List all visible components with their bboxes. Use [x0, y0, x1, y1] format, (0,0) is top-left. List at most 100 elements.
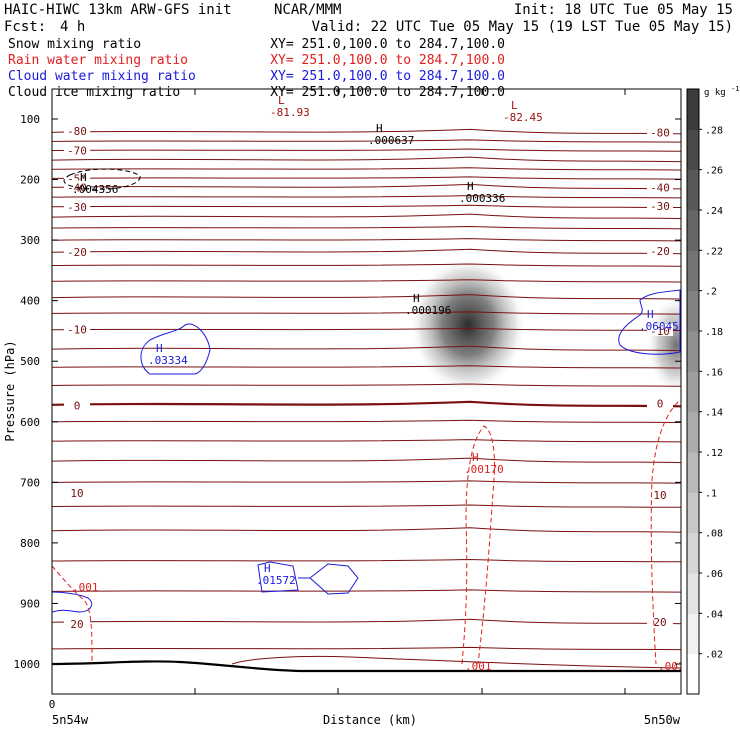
- distance-axis: 0 5n54w 5n50w Distance (km): [49, 89, 681, 727]
- colorbar-swatch: [687, 210, 699, 251]
- isotherm-line: [52, 139, 681, 143]
- extremum-mark: L: [511, 99, 518, 112]
- rain-contour-1: [461, 425, 495, 665]
- cloud-water-contour-3: [257, 561, 359, 595]
- y-tick-label: 200: [20, 174, 40, 187]
- temp-label-bg: [64, 199, 90, 212]
- colorbar-swatch: [687, 169, 699, 211]
- colorbar-swatch: [687, 331, 699, 372]
- colorbar-tick-label: .18: [705, 327, 723, 338]
- colorbar-swatch: [687, 129, 699, 171]
- colorbar-tick-label: .28: [705, 125, 723, 136]
- isotherm-line: [52, 156, 681, 163]
- x-end-label-left: 5n54w: [52, 713, 89, 727]
- isotherm-line: [52, 176, 681, 180]
- temp-label-bg: [647, 488, 673, 501]
- isotherm-line: [52, 527, 681, 533]
- extremum-mark: H: [647, 308, 654, 321]
- temp-label: 10: [70, 487, 83, 500]
- freezing-level-line: [52, 400, 681, 408]
- temp-label-bg: [647, 125, 673, 138]
- isotherm-line: [52, 646, 681, 651]
- isotherm-line: [52, 419, 681, 424]
- y-tick-label: 900: [20, 597, 40, 610]
- terrain-inner: [231, 655, 681, 669]
- plot-frame: [51, 88, 682, 695]
- extremum-value: -81.93: [270, 106, 310, 119]
- cloud-water-contour-4: [52, 591, 93, 613]
- temp-label: -30: [67, 201, 87, 214]
- extremum-mark: H: [80, 171, 87, 184]
- colorbar-tick-label: .1: [705, 488, 717, 499]
- temp-label: -80: [67, 125, 87, 138]
- extremum-value: .001: [465, 660, 492, 673]
- temp-label: 0: [657, 398, 664, 411]
- temp-label-bg: [647, 323, 673, 336]
- y-tick-label: 1000: [14, 658, 41, 671]
- colorbar-unit: g kg -1: [704, 85, 740, 98]
- colorbar-swatch: [687, 371, 699, 413]
- isotherm-line: [52, 311, 681, 315]
- temp-label: -80: [650, 126, 670, 139]
- colorbar: .02 .04 .06 .08 .1 .12 .14 .16 .18 .2 .22 .24 .26 .28…: [686, 85, 740, 695]
- cloud-water-contour-1: [140, 323, 211, 375]
- temp-label-bg: [647, 244, 673, 257]
- temp-label: 0: [74, 399, 81, 412]
- colorbar-swatch: [687, 250, 699, 292]
- x-axis-label: Distance (km): [323, 713, 417, 727]
- extremum-mark: H: [264, 562, 271, 575]
- extremum-mark: H: [472, 451, 479, 464]
- y-tick-label: 400: [20, 295, 40, 308]
- extremum-value: .000196: [405, 304, 451, 317]
- y-tick-label: 600: [20, 416, 40, 429]
- isotherm-line: [52, 618, 681, 625]
- field-xy: XY= 251.0,100.0 to 284.7,100.0: [270, 53, 505, 68]
- rain-contour-2: [650, 401, 679, 665]
- temp-label-bg: [64, 322, 90, 335]
- colorbar-tick-label: .14: [705, 408, 723, 419]
- colorbar-swatch: [687, 532, 699, 574]
- field-name: Rain water mixing ratio: [8, 53, 188, 68]
- header-model: HAIC-HIWC 13km ARW-GFS init: [4, 2, 232, 18]
- isotherm-line: [52, 248, 681, 255]
- field-name: Cloud ice mixing ratio: [8, 85, 180, 100]
- isotherm-line: [52, 225, 681, 230]
- colorbar-tick-label: .24: [705, 206, 723, 217]
- extremum-mark: H: [413, 292, 420, 305]
- colorbar-tick-label: .02: [705, 650, 723, 661]
- y-tick-label: 800: [20, 537, 40, 550]
- isotherm-line: [52, 345, 681, 352]
- colorbar-frame: [686, 88, 700, 695]
- header-org: NCAR/MMM: [274, 2, 341, 18]
- y-axis-label: Pressure (hPa): [3, 340, 17, 441]
- extremum-value: .000336: [459, 192, 505, 205]
- extremum-value: .001: [658, 660, 685, 673]
- x-tick-label-zero: 0: [49, 698, 56, 711]
- colorbar-swatch: [687, 89, 699, 130]
- isotherm-line: [52, 213, 681, 220]
- colorbar-tick-label: .06: [705, 569, 723, 580]
- temp-label: -10: [67, 324, 87, 337]
- extremum-value: -82.45: [503, 111, 543, 124]
- colorbar-swatch: [687, 492, 699, 534]
- temp-label-bg: [64, 486, 90, 499]
- isotherm-line: [52, 365, 681, 369]
- isotherm-line: [52, 128, 681, 135]
- isotherm-line: [52, 589, 681, 593]
- extremum-mark: H: [376, 122, 383, 135]
- x-end-label-right: 5n50w: [644, 713, 681, 727]
- header-fcst-value: 4 h: [60, 19, 85, 35]
- temp-label: -20: [650, 245, 670, 258]
- temp-label-bg: [647, 199, 673, 212]
- extremum-value: .03334: [148, 354, 188, 367]
- extremum-mark: H: [467, 180, 474, 193]
- extremum-value: .000637: [368, 134, 414, 147]
- colorbar-swatch: [687, 613, 699, 655]
- colorbar-swatch: [687, 653, 699, 695]
- y-tick-label: 500: [20, 355, 40, 368]
- extremum-value: .00170: [464, 463, 504, 476]
- isotherm-line: [52, 195, 681, 199]
- isotherm-line: [52, 148, 681, 152]
